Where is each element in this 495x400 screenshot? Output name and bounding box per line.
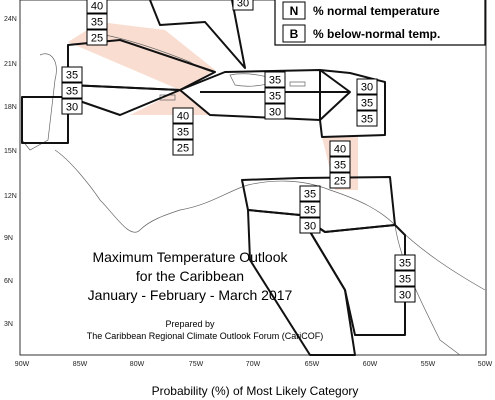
probability-value: 35 bbox=[66, 86, 78, 98]
probability-value: 35 bbox=[91, 17, 103, 29]
probability-value: 40 bbox=[177, 111, 189, 123]
probability-value: 35 bbox=[361, 114, 373, 126]
map-title: January - February - March 2017 bbox=[88, 287, 293, 303]
probability-value: 35 bbox=[269, 91, 281, 103]
legend-key: N bbox=[290, 4, 299, 18]
probability-value: 30 bbox=[399, 290, 411, 302]
credit: The Caribbean Regional Climate Outlook F… bbox=[87, 331, 324, 341]
probability-value: 35 bbox=[269, 75, 281, 87]
probability-box bbox=[61, 98, 83, 115]
legend-label: % normal temperature bbox=[313, 4, 440, 18]
probability-value: 25 bbox=[91, 33, 103, 45]
lat-label: 3N bbox=[4, 321, 13, 328]
probability-value: 30 bbox=[304, 221, 316, 233]
lat-label: 15N bbox=[4, 148, 17, 155]
map-title: Maximum Temperature Outlook bbox=[92, 249, 288, 265]
legend-label: % below-normal temp. bbox=[313, 27, 440, 41]
probability-box bbox=[356, 78, 378, 95]
probability-box bbox=[86, 13, 108, 30]
probability-box bbox=[264, 71, 286, 88]
probability-value: 35 bbox=[361, 98, 373, 110]
lat-label: 9N bbox=[4, 235, 13, 242]
probability-box bbox=[86, 0, 108, 14]
lon-label: 65W bbox=[305, 361, 320, 368]
lat-label: 24N bbox=[4, 16, 17, 23]
probability-box bbox=[299, 185, 321, 202]
probability-value: 35 bbox=[177, 127, 189, 139]
probability-box bbox=[394, 254, 416, 271]
legend-key: B bbox=[290, 27, 299, 41]
probability-box bbox=[329, 140, 351, 157]
probability-value: 25 bbox=[177, 143, 189, 155]
legend bbox=[274, 0, 486, 46]
probability-box bbox=[394, 286, 416, 303]
legend-key-box bbox=[282, 24, 306, 43]
probability-box bbox=[264, 103, 286, 120]
probability-box bbox=[86, 29, 108, 46]
probability-value: 35 bbox=[304, 189, 316, 201]
probability-value: 40 bbox=[334, 144, 346, 156]
probability-value: 35 bbox=[334, 160, 346, 172]
probability-box bbox=[394, 270, 416, 287]
probability-box bbox=[61, 82, 83, 99]
lon-label: 90W bbox=[15, 361, 30, 368]
probability-box bbox=[329, 156, 351, 173]
legend-key-box bbox=[282, 1, 306, 20]
probability-box bbox=[172, 123, 194, 140]
lat-label: 21N bbox=[4, 61, 17, 68]
probability-box bbox=[299, 201, 321, 218]
probability-box bbox=[329, 172, 351, 189]
lon-label: 85W bbox=[73, 361, 88, 368]
probability-value: 30 bbox=[361, 82, 373, 94]
probability-value: 35 bbox=[399, 258, 411, 270]
probability-box bbox=[172, 107, 194, 124]
lat-label: 12N bbox=[4, 193, 17, 200]
lon-label: 80W bbox=[130, 361, 145, 368]
probability-box bbox=[61, 66, 83, 83]
credit: Prepared by bbox=[165, 319, 215, 329]
probability-value: 30 bbox=[237, 0, 249, 10]
lat-label: 6N bbox=[4, 278, 13, 285]
probability-value: 30 bbox=[269, 107, 281, 119]
probability-box bbox=[299, 217, 321, 234]
footer: Probability (%) of Most Likely Category bbox=[152, 384, 359, 398]
lon-label: 70W bbox=[246, 361, 261, 368]
probability-box bbox=[232, 0, 254, 11]
probability-value: 30 bbox=[66, 102, 78, 114]
probability-value: 35 bbox=[399, 274, 411, 286]
probability-value: 40 bbox=[91, 1, 103, 13]
probability-box bbox=[264, 87, 286, 104]
lat-label: 18N bbox=[4, 104, 17, 111]
probability-box bbox=[172, 139, 194, 156]
probability-box bbox=[356, 110, 378, 127]
lon-label: 75W bbox=[189, 361, 204, 368]
probability-value: 35 bbox=[304, 205, 316, 217]
lon-label: 50W bbox=[478, 361, 493, 368]
map-title: for the Caribbean bbox=[136, 268, 244, 284]
probability-box bbox=[356, 94, 378, 111]
probability-value: 35 bbox=[66, 70, 78, 82]
probability-value: 25 bbox=[334, 176, 346, 188]
lon-label: 55W bbox=[421, 361, 436, 368]
lon-label: 60W bbox=[363, 361, 378, 368]
